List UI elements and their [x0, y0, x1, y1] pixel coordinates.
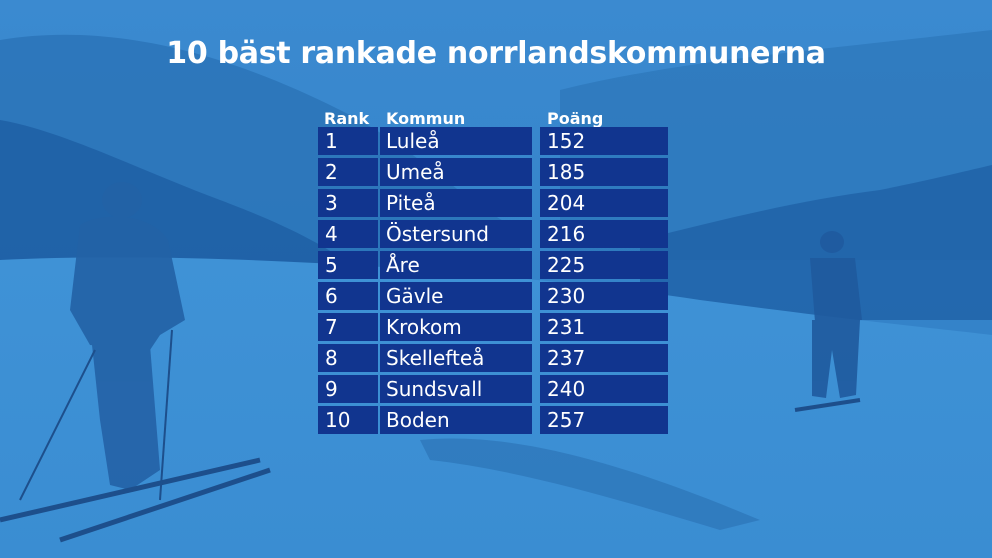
rank-cell: 3: [318, 189, 378, 217]
rank-cell: 10: [318, 406, 378, 434]
kommun-cell: Gävle: [380, 282, 532, 310]
poang-cell: 185: [540, 158, 668, 186]
kommun-cell: Boden: [380, 406, 532, 434]
kommun-cell: Sundsvall: [380, 375, 532, 403]
poang-cell: 231: [540, 313, 668, 341]
page-title: 10 bäst rankade norrlandskommunerna: [166, 36, 826, 71]
header-poang: Poäng: [547, 109, 604, 128]
poang-cell: 225: [540, 251, 668, 279]
rank-cell: 8: [318, 344, 378, 372]
rank-cell: 9: [318, 375, 378, 403]
rank-cell: 4: [318, 220, 378, 248]
kommun-cell: Umeå: [380, 158, 532, 186]
rank-cell: 7: [318, 313, 378, 341]
poang-cell: 230: [540, 282, 668, 310]
rank-cell: 2: [318, 158, 378, 186]
kommun-cell: Åre: [380, 251, 532, 279]
poang-cell: 237: [540, 344, 668, 372]
rank-cell: 6: [318, 282, 378, 310]
header-rank: Rank: [324, 109, 370, 128]
rank-cell: 1: [318, 127, 378, 155]
kommun-cell: Skellefteå: [380, 344, 532, 372]
kommun-cell: Östersund: [380, 220, 532, 248]
poang-cell: 257: [540, 406, 668, 434]
header-kommun: Kommun: [386, 109, 466, 128]
rank-cell: 5: [318, 251, 378, 279]
poang-cell: 216: [540, 220, 668, 248]
kommun-cell: Krokom: [380, 313, 532, 341]
kommun-cell: Piteå: [380, 189, 532, 217]
poang-cell: 152: [540, 127, 668, 155]
kommun-cell: Luleå: [380, 127, 532, 155]
poang-cell: 240: [540, 375, 668, 403]
poang-cell: 204: [540, 189, 668, 217]
